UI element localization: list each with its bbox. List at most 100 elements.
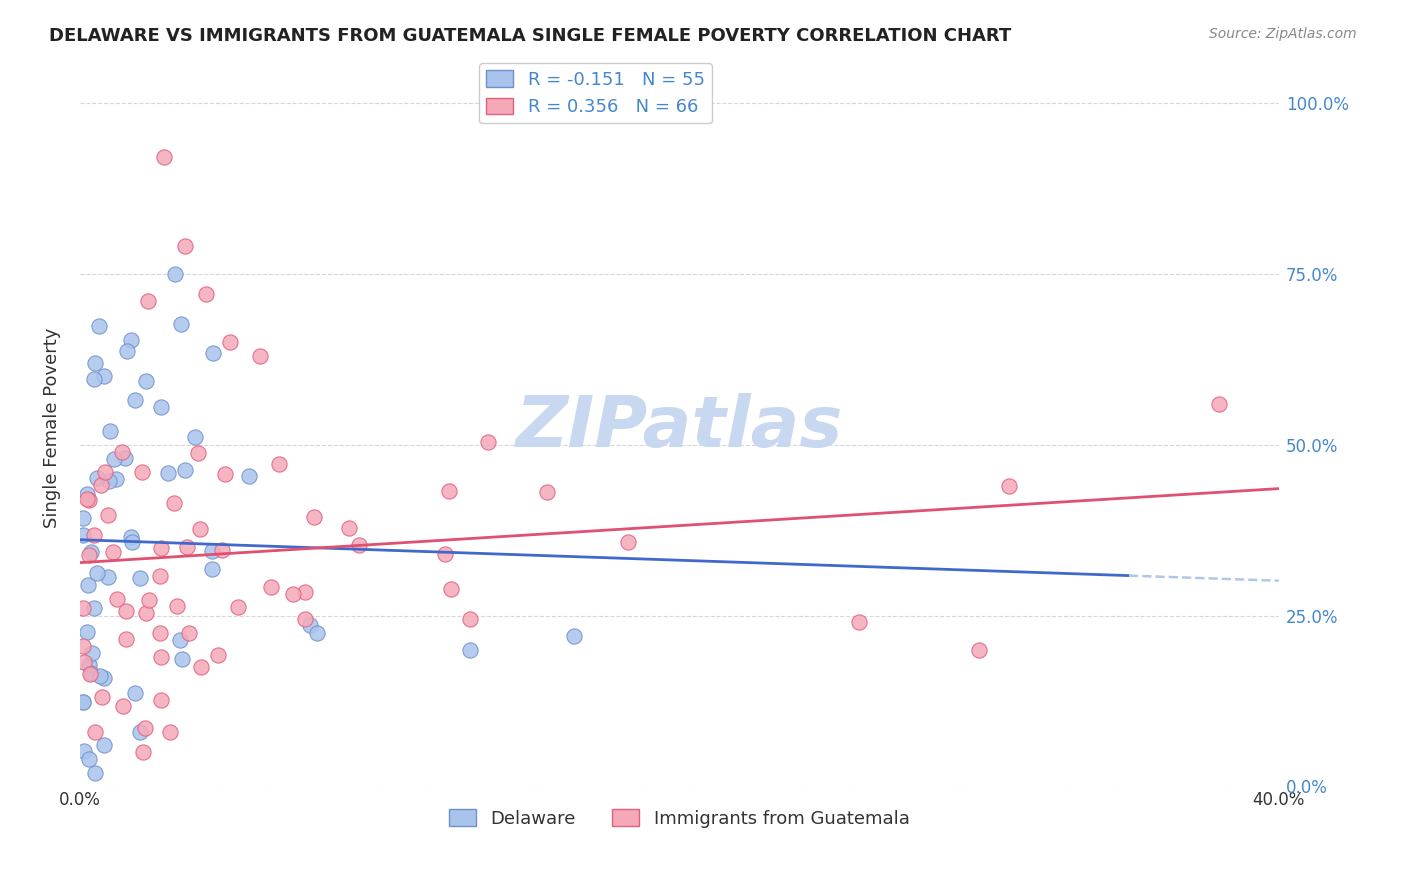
Point: [86, 566, 108, 580]
Point: [86, 471, 108, 485]
Point: [76, 578, 98, 592]
Point: [98, 424, 121, 438]
Point: [201, 544, 224, 558]
Point: [238, 468, 260, 483]
Point: [269, 457, 291, 471]
Point: [302, 510, 325, 524]
Point: [967, 642, 990, 657]
Point: [176, 540, 198, 554]
Text: DELAWARE VS IMMIGRANTS FROM GUATEMALA SINGLE FEMALE POVERTY CORRELATION CHART: DELAWARE VS IMMIGRANTS FROM GUATEMALA SI…: [49, 27, 1011, 45]
Legend: Delaware, Immigrants from Guatemala: Delaware, Immigrants from Guatemala: [441, 802, 917, 835]
Point: [437, 483, 460, 498]
Point: [97, 474, 120, 488]
Point: [83, 601, 105, 615]
Point: [998, 478, 1021, 492]
Point: [187, 445, 209, 459]
Point: [80, 545, 103, 559]
Point: [211, 543, 233, 558]
Point: [72, 511, 94, 525]
Point: [111, 698, 134, 713]
Point: [135, 606, 157, 620]
Point: [294, 612, 316, 626]
Point: [173, 463, 195, 477]
Point: [149, 650, 172, 665]
Point: [260, 580, 283, 594]
Point: [183, 430, 205, 444]
Point: [91, 690, 114, 704]
Point: [111, 445, 134, 459]
Point: [83, 372, 105, 386]
Point: [90, 477, 112, 491]
Point: [82, 647, 104, 661]
Point: [337, 521, 360, 535]
Point: [201, 562, 224, 576]
Point: [169, 633, 191, 648]
Text: ZIPatlas: ZIPatlas: [516, 393, 844, 462]
Point: [136, 293, 159, 308]
Y-axis label: Single Female Poverty: Single Female Poverty: [44, 327, 60, 528]
Point: [77, 548, 100, 562]
Point: [150, 693, 173, 707]
Point: [149, 569, 172, 583]
Point: [124, 686, 146, 700]
Point: [536, 485, 558, 500]
Point: [83, 765, 105, 780]
Point: [72, 639, 94, 653]
Point: [72, 695, 94, 709]
Point: [94, 465, 117, 479]
Point: [194, 287, 217, 301]
Point: [115, 344, 138, 359]
Point: [120, 333, 142, 347]
Point: [77, 657, 100, 672]
Point: [294, 585, 316, 599]
Point: [226, 600, 249, 615]
Point: [101, 545, 124, 559]
Point: [104, 472, 127, 486]
Point: [114, 451, 136, 466]
Point: [153, 150, 176, 164]
Point: [1208, 396, 1230, 410]
Point: [134, 721, 156, 735]
Point: [87, 319, 110, 334]
Point: [148, 625, 170, 640]
Point: [156, 467, 179, 481]
Point: [115, 632, 138, 647]
Point: [564, 629, 586, 643]
Point: [159, 724, 181, 739]
Point: [120, 530, 142, 544]
Point: [458, 642, 481, 657]
Point: [440, 582, 463, 596]
Point: [477, 435, 499, 450]
Point: [72, 744, 94, 758]
Point: [177, 626, 200, 640]
Point: [433, 547, 456, 561]
Point: [93, 739, 115, 753]
Point: [201, 346, 224, 360]
Point: [458, 612, 481, 626]
Point: [77, 492, 100, 507]
Point: [72, 527, 94, 541]
Point: [173, 239, 195, 253]
Point: [162, 496, 184, 510]
Point: [617, 535, 640, 549]
Point: [218, 334, 240, 349]
Point: [115, 604, 138, 618]
Point: [105, 591, 128, 606]
Point: [103, 451, 125, 466]
Point: [307, 625, 329, 640]
Point: [89, 669, 111, 683]
Point: [131, 465, 153, 479]
Point: [80, 665, 103, 680]
Text: Source: ZipAtlas.com: Source: ZipAtlas.com: [1209, 27, 1357, 41]
Point: [72, 695, 94, 709]
Point: [214, 467, 236, 481]
Point: [79, 667, 101, 681]
Point: [73, 656, 96, 670]
Point: [124, 393, 146, 408]
Point: [76, 491, 98, 506]
Point: [299, 618, 322, 632]
Point: [848, 615, 870, 630]
Point: [132, 745, 155, 759]
Point: [93, 369, 115, 384]
Point: [281, 587, 304, 601]
